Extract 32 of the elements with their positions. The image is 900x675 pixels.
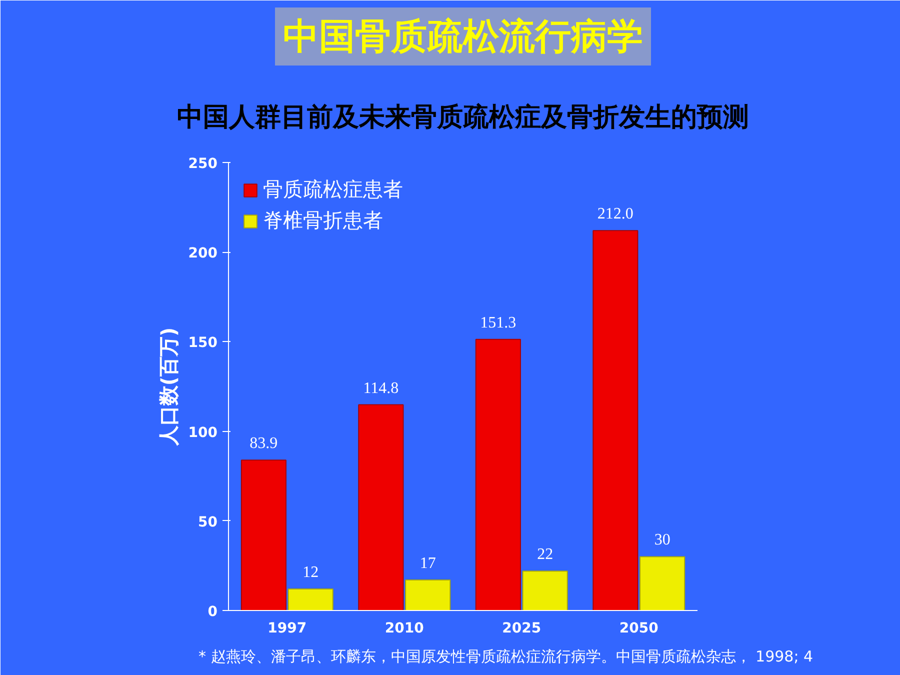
data-label: 12: [302, 564, 319, 581]
x-tick-label: 2010: [384, 620, 424, 636]
chart-subtitle: 中国人群目前及未来骨质疏松症及骨折发生的预测: [177, 102, 749, 132]
data-label: 151.3: [480, 314, 516, 332]
y-axis-title: 人口数(百万): [156, 327, 180, 447]
data-label: 212.0: [597, 206, 634, 223]
bar: [405, 580, 451, 610]
y-tick-label: 50: [198, 514, 218, 530]
data-label: 17: [420, 555, 436, 572]
data-label: 22: [537, 546, 554, 564]
y-tick-label: 100: [188, 424, 218, 441]
text: * 赵燕玲、潘子昂、环麟东，中国原发性骨质疏松症流行病学。中国骨质疏松杂志， 1998; 4: [198, 648, 814, 666]
x-tick-label: 2025: [502, 620, 542, 636]
bar: [522, 570, 568, 610]
y-tick-label: 0: [208, 604, 218, 620]
y-tick-label: 250: [188, 156, 218, 172]
data-label: 30: [654, 532, 670, 549]
bar: [640, 556, 686, 610]
y-tick-label: 150: [188, 335, 218, 352]
legend-label: 脊椎骨折患者: [263, 207, 383, 234]
bar: [240, 460, 286, 610]
y-tick-label: 200: [188, 246, 218, 262]
legend-label: 骨质疏松症患者: [263, 176, 403, 203]
x-tick-label: 2050: [619, 620, 659, 636]
x-tick-label: 1997: [268, 620, 307, 636]
bar: [358, 404, 404, 610]
bar: [475, 338, 521, 610]
data-label: 114.8: [363, 380, 399, 397]
chart-title: 中国骨质疏松流行病学: [283, 16, 643, 58]
bar: [592, 230, 638, 610]
data-label: 83.9: [250, 435, 278, 452]
bar: [288, 588, 334, 610]
